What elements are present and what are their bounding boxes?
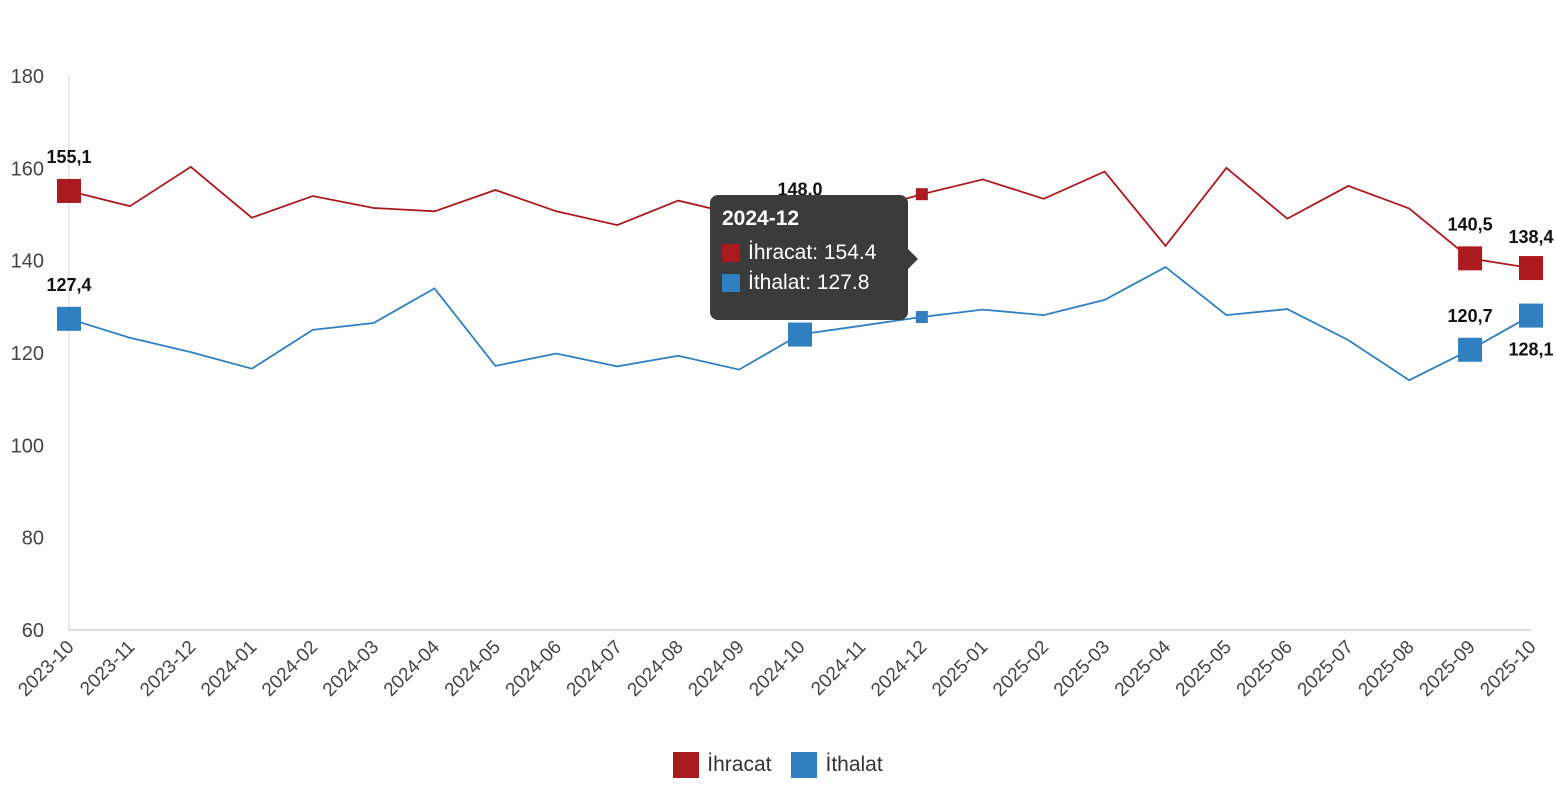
legend-swatch-ihracat	[673, 752, 700, 778]
data-label: 120,7	[1448, 306, 1493, 326]
y-tick-label: 80	[22, 528, 44, 550]
x-tick-label: 2023-10	[14, 637, 78, 701]
data-label: 127,4	[46, 275, 91, 295]
tooltip-value-ihracat: İhracat: 154.4	[748, 241, 877, 264]
x-tick-label: 2025-05	[1172, 637, 1236, 701]
legend-label-ithalat: İthalat	[825, 753, 883, 776]
x-tick-label: 2025-07	[1294, 637, 1358, 701]
x-tick-label: 2024-02	[258, 637, 322, 701]
y-tick-label: 100	[11, 435, 44, 457]
data-label: 148,0	[777, 180, 822, 200]
x-tick-label: 2025-04	[1111, 636, 1175, 700]
x-tick-label: 2025-01	[928, 637, 992, 701]
y-tick-label: 60	[22, 620, 44, 642]
x-tick-label: 2025-10	[1476, 637, 1540, 701]
legend-label-ihracat: İhracat	[707, 753, 772, 776]
x-tick-label: 2024-06	[502, 637, 566, 701]
x-tick-label: 2024-03	[319, 637, 383, 701]
data-label: 128,1	[1508, 340, 1553, 360]
data-point-marker	[788, 322, 812, 347]
tooltip-value-ithalat: İthalat: 127.8	[748, 271, 870, 294]
x-tick-label: 2024-09	[684, 637, 748, 701]
x-tick-label: 2024-07	[563, 637, 627, 701]
x-tick-label: 2024-11	[807, 637, 870, 700]
line-chart: 60 80 100 120 140 160 180 2023-102023-112023-12…	[11, 66, 1554, 701]
data-point-marker	[915, 310, 928, 323]
tooltip-swatch-ihracat	[722, 244, 740, 262]
data-point-marker	[915, 188, 928, 201]
x-tick-label: 2023-12	[136, 637, 200, 701]
tooltip-title: 2024-12	[722, 207, 800, 230]
x-tick-label: 2025-06	[1233, 637, 1297, 701]
data-point-marker	[1458, 337, 1483, 362]
x-tick-label: 2024-08	[624, 637, 688, 701]
data-point-marker	[1519, 256, 1543, 281]
y-tick-label: 140	[11, 251, 44, 273]
y-tick-label: 120	[11, 343, 44, 365]
x-tick-label: 2025-08	[1355, 637, 1419, 701]
x-tick-label: 2024-05	[441, 637, 505, 701]
x-tick-label: 2025-02	[989, 637, 1053, 701]
x-tick-label: 2024-04	[380, 636, 444, 700]
x-tick-label: 2024-01	[197, 637, 261, 701]
tooltip-row-ithalat: İthalat: 127.8	[722, 271, 896, 295]
data-label: 140,5	[1448, 214, 1493, 234]
data-label: 155,1	[46, 147, 91, 167]
legend-item-ihracat[interactable]: İhracat	[673, 752, 771, 778]
y-tick-label: 160	[11, 158, 44, 180]
data-point-marker	[57, 306, 81, 331]
tooltip: 2024-12 İhracat: 154.4 İthalat: 127.8	[710, 195, 918, 320]
x-tick-label: 2024-10	[745, 637, 809, 701]
data-point-marker	[57, 178, 81, 203]
x-tick-label: 2023-11	[76, 637, 139, 700]
x-tick-label: 2025-09	[1415, 637, 1479, 701]
data-point-marker	[1519, 303, 1543, 328]
x-tick-label: 2024-12	[867, 637, 931, 701]
legend: İhracat İthalat	[0, 752, 1556, 778]
tooltip-row-ihracat: İhracat: 154.4	[722, 241, 896, 265]
data-point-marker	[1458, 246, 1483, 271]
x-tick-label: 2025-03	[1050, 637, 1114, 701]
legend-swatch-ithalat	[791, 752, 818, 778]
y-tick-label: 180	[11, 66, 44, 88]
tooltip-swatch-ithalat	[722, 274, 740, 292]
data-label: 138,4	[1508, 227, 1553, 247]
legend-item-ithalat[interactable]: İthalat	[791, 752, 883, 778]
